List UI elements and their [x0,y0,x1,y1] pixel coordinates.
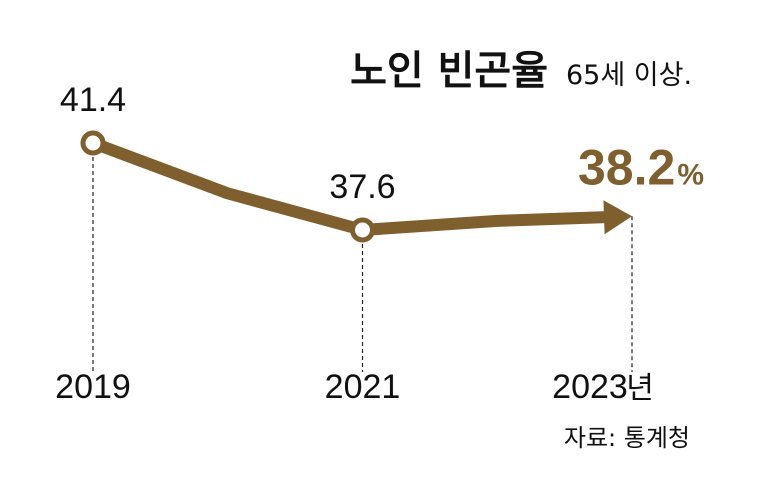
marker-group [80,130,375,243]
series-arrowhead [603,200,632,235]
dashed-guide-lines [92,143,633,372]
data-label-2019: 41.4 [60,81,126,119]
chart-title: 노인 빈곤율 [350,48,548,94]
x-tick-label-2019: 2019 [55,368,131,406]
data-label-2021: 37.6 [329,168,395,206]
chart-subtitle: 65세 이상. [566,60,692,91]
point-marker-2021 [350,217,375,243]
data-label-2023: 38.2% [578,139,704,195]
x-tick-label-2021: 2021 [325,368,401,406]
point-marker-2019 [80,130,106,156]
data-label-group: 41.4 37.6 38.2% [60,81,704,206]
x-tick-label-2023: 2023 [552,368,628,406]
source-note: 자료: 통계청 [564,424,690,452]
x-axis-unit: 년 [626,371,654,406]
